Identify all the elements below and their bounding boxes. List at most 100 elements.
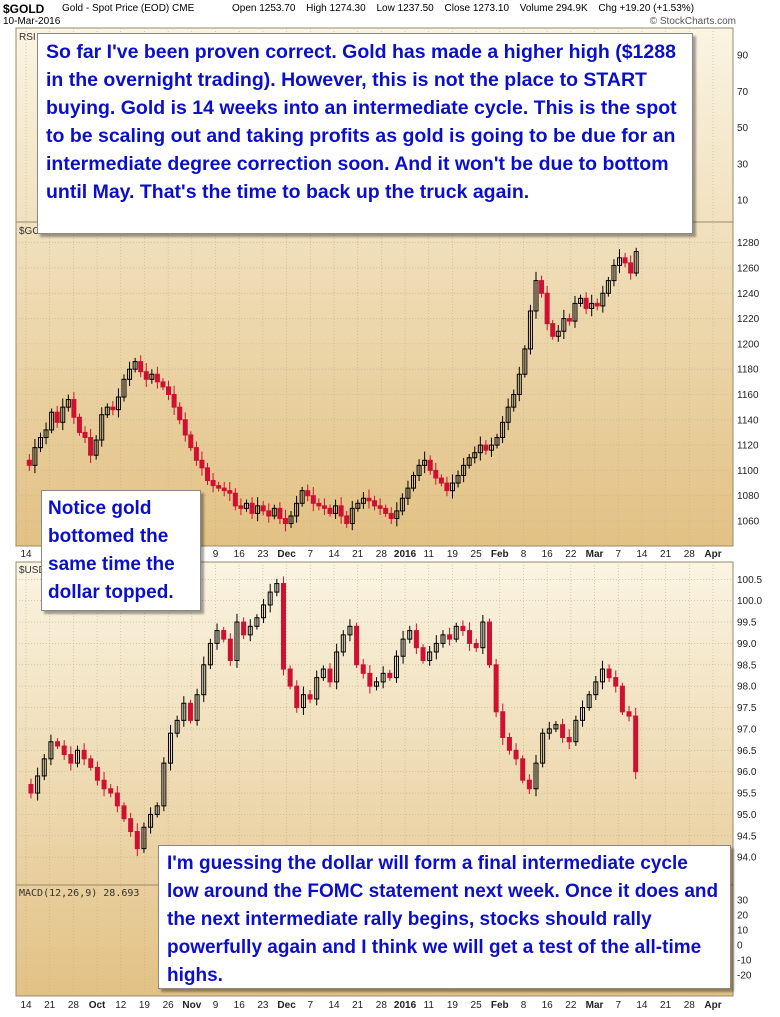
candle-down (321, 505, 327, 509)
candle-up (271, 507, 277, 517)
candle-down (513, 749, 519, 760)
x-tick-label: Dec (277, 1000, 296, 1011)
candle-up (48, 741, 54, 760)
y-tick-label: 96.0 (737, 767, 757, 778)
candle-up (141, 826, 147, 850)
candle-down (238, 505, 244, 509)
candle-down (628, 262, 634, 274)
candle-down (121, 805, 127, 820)
candle-up (405, 487, 411, 499)
x-tick-label: 7 (615, 549, 621, 560)
candle-down (594, 302, 600, 307)
candle-up (472, 452, 478, 459)
candle-up (49, 411, 55, 431)
candle-up (416, 464, 422, 476)
macd-tick-label: 30 (737, 896, 749, 907)
dollar-panel-label: $USD (19, 565, 46, 576)
y-tick-label: 95.0 (737, 810, 757, 821)
y-tick-label: 97.0 (737, 724, 757, 735)
candle-down (277, 507, 283, 519)
x-tick-label: 23 (257, 1000, 269, 1011)
x-tick-label: 8 (521, 1000, 527, 1011)
y-tick-label: 1060 (737, 517, 760, 528)
y-tick-label: 96.5 (737, 746, 757, 757)
candle-up (334, 651, 340, 683)
candle-up (355, 502, 361, 509)
candle-down (166, 386, 172, 395)
candle-down (143, 371, 149, 380)
candle-up (555, 330, 561, 337)
x-tick-label: 22 (565, 1000, 577, 1011)
candle-up (181, 702, 187, 721)
y-tick-label: 1140 (737, 415, 759, 426)
y-tick-label: 94.0 (737, 853, 757, 864)
x-tick-label: 21 (352, 1000, 364, 1011)
x-tick-label: Nov (182, 1000, 201, 1011)
candle-down (560, 724, 566, 738)
x-tick-label: 28 (376, 1000, 388, 1011)
stockcharts-brand: © StockCharts.com (649, 16, 736, 27)
candle-up (274, 583, 280, 593)
candle-down (187, 702, 193, 721)
candle-up (586, 694, 592, 709)
candle-down (82, 431, 88, 439)
candle-down (94, 766, 100, 781)
candle-up (65, 399, 71, 408)
candle-up (411, 474, 417, 489)
candle-up (422, 459, 428, 466)
chart-date: 10-Mar-2016 (3, 16, 61, 27)
candle-up (247, 625, 253, 636)
candle-down (68, 754, 74, 764)
x-tick-label: Feb (491, 549, 509, 560)
x-tick-label: 14 (328, 549, 340, 560)
y-tick-label: 95.5 (737, 789, 757, 800)
candle-down (232, 492, 238, 507)
y-tick-label: 1080 (737, 491, 760, 502)
candle-down (249, 502, 255, 514)
candle-down (280, 583, 286, 670)
candle-up (611, 264, 617, 282)
candle-down (433, 469, 439, 479)
candle-up (449, 482, 455, 492)
candle-down (473, 642, 479, 649)
candle-up (540, 732, 546, 764)
candle-down (193, 447, 199, 461)
candle-up (546, 728, 552, 734)
y-tick-label: 1180 (737, 365, 759, 376)
candle-down (26, 459, 32, 466)
macd-tick-label: 20 (737, 911, 749, 922)
candle-up (461, 464, 467, 476)
candle-down (526, 779, 532, 790)
candle-up (589, 302, 595, 309)
candle-down (81, 749, 87, 760)
candle-down (444, 482, 450, 492)
x-tick-label: 26 (163, 1000, 175, 1011)
candle-down (486, 621, 492, 666)
y-tick-label: 1120 (737, 441, 759, 452)
candle-down (110, 406, 116, 411)
candle-down (550, 323, 556, 337)
candle-up (320, 668, 326, 679)
candle-down (138, 361, 144, 373)
candle-up (255, 505, 261, 514)
candle-down (221, 487, 227, 492)
candle-down (154, 373, 160, 383)
macd-tick-label: 0 (737, 941, 743, 952)
candle-up (149, 373, 155, 380)
candle-up (347, 625, 353, 636)
candle-down (520, 758, 526, 781)
rsi-tick-label: 30 (737, 159, 749, 170)
candle-down (626, 711, 632, 717)
candle-down (500, 711, 506, 738)
candle-down (216, 485, 222, 489)
candle-down (372, 500, 378, 507)
y-tick-label: 1220 (737, 314, 760, 325)
x-tick-label: 16 (234, 549, 246, 560)
x-tick-label: 7 (307, 549, 313, 560)
candle-down (566, 736, 572, 743)
candle-up (360, 497, 366, 504)
candle-up (400, 638, 406, 657)
candle-up (505, 406, 511, 423)
candle-up (37, 437, 43, 449)
candle-up (380, 672, 386, 683)
